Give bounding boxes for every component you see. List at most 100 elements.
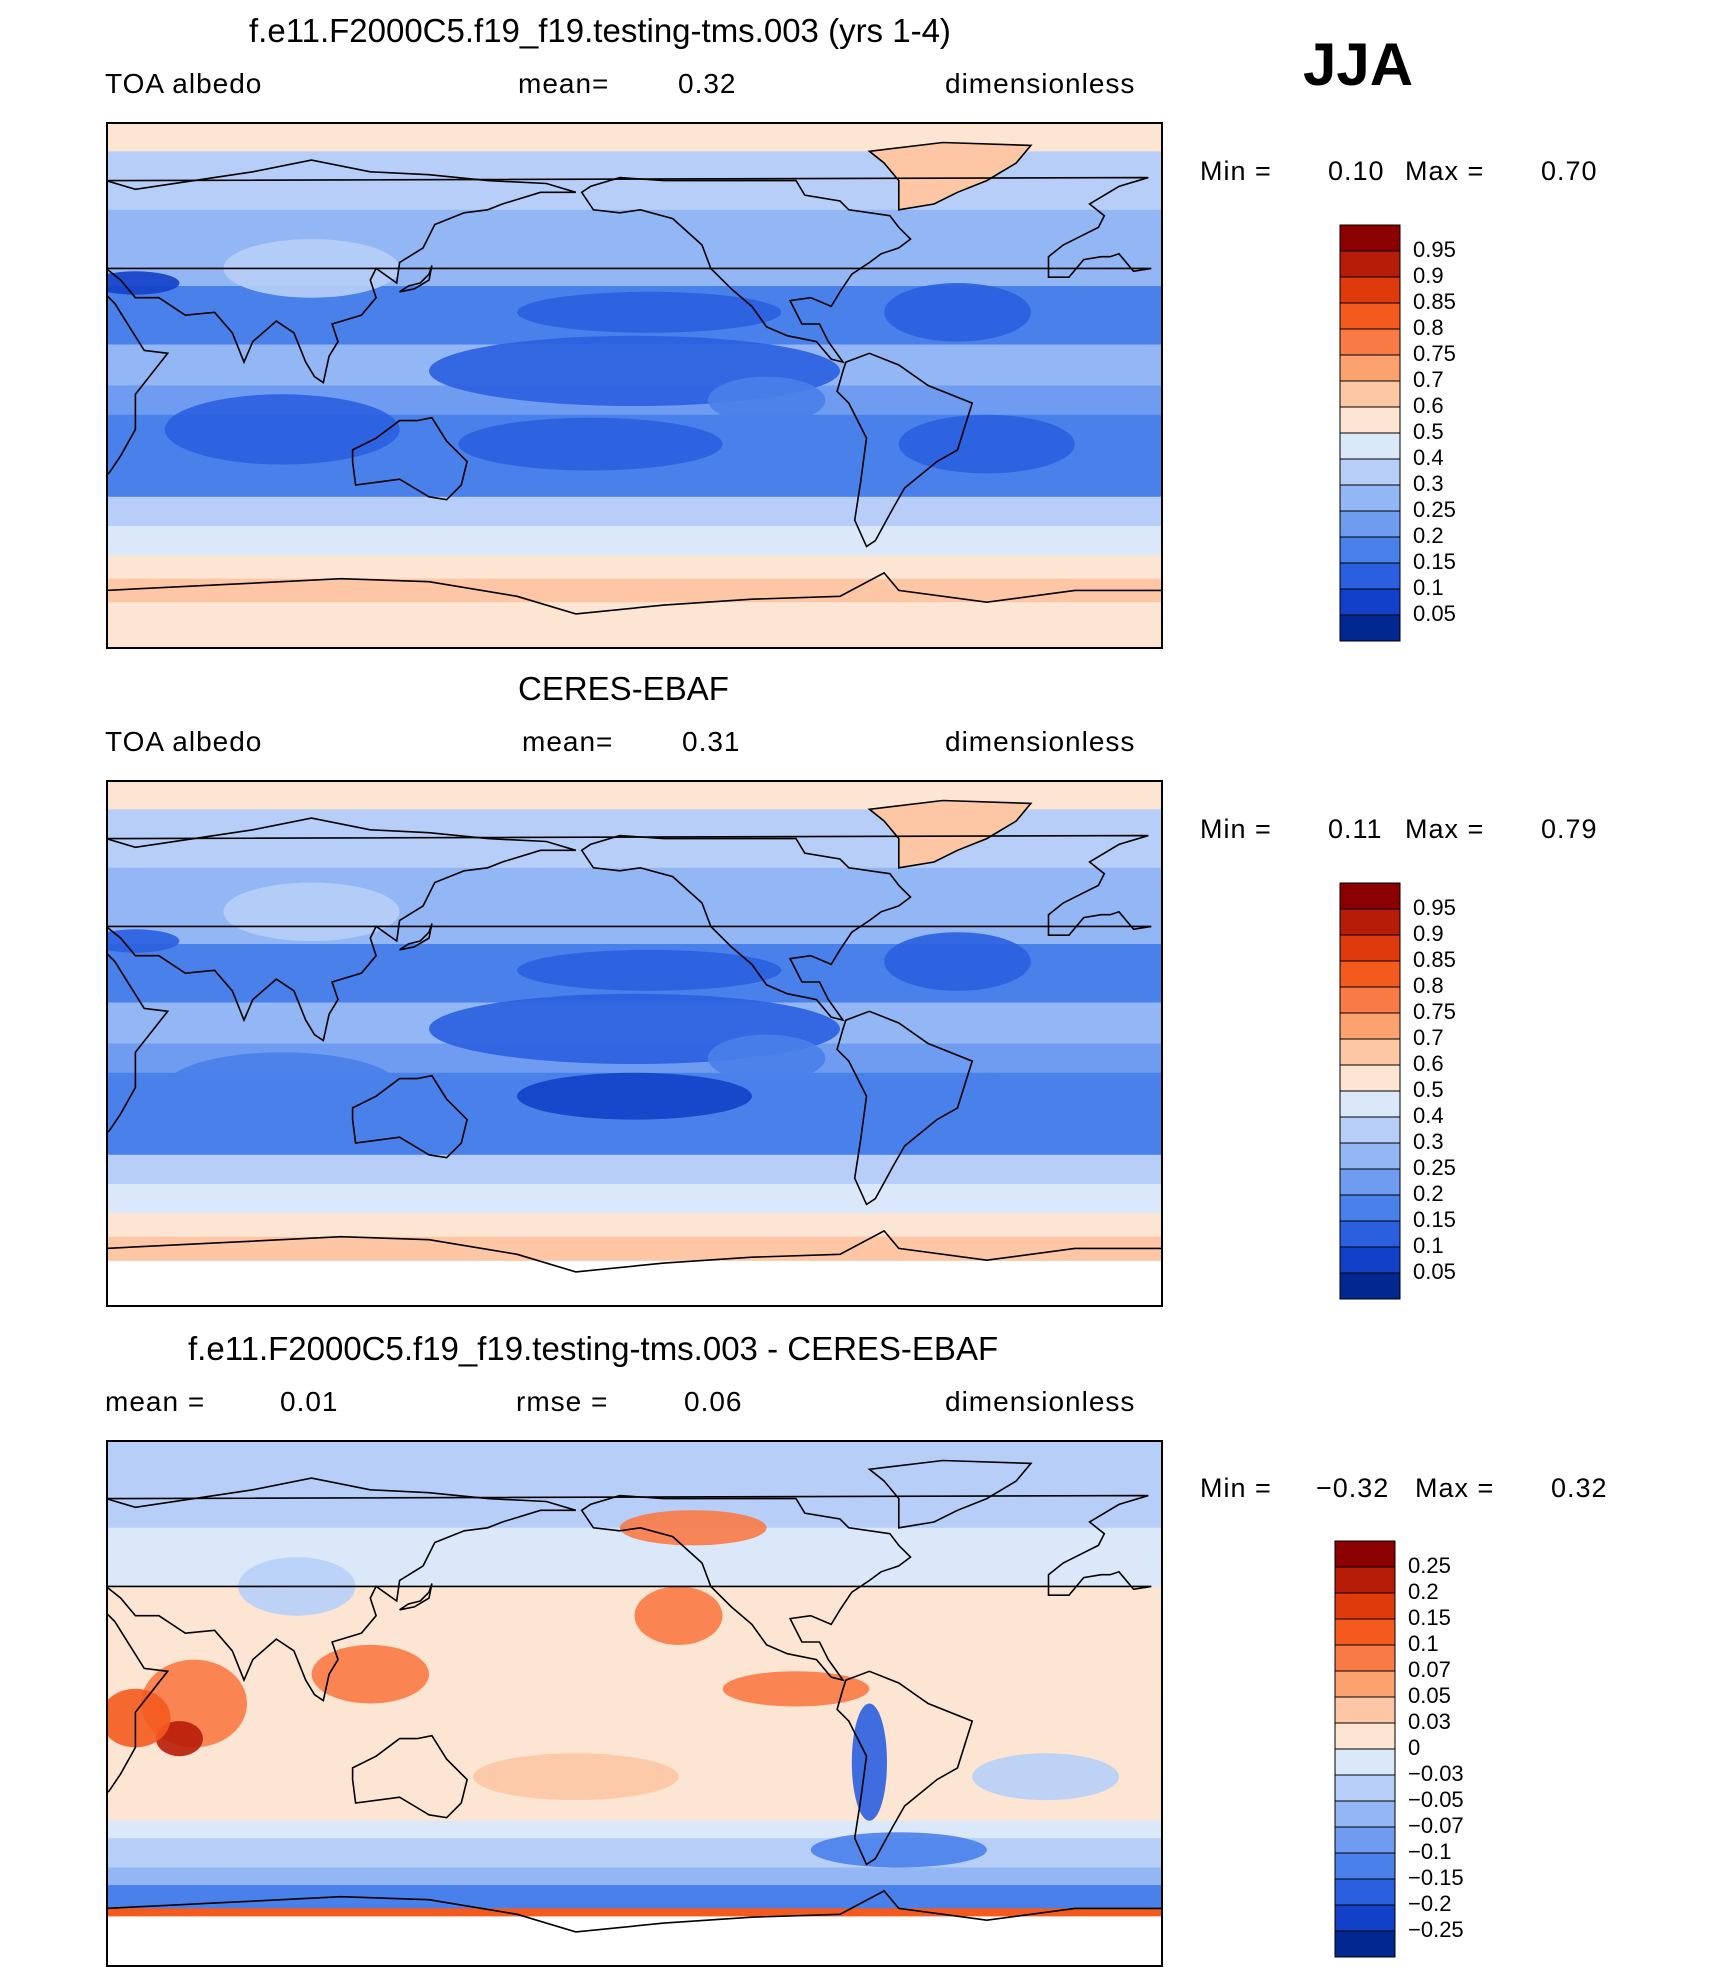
contour-band	[106, 215, 1163, 223]
colorbar-swatch	[1334, 1696, 1396, 1724]
colorbar-swatch	[1339, 484, 1401, 512]
contour-band	[106, 780, 1163, 787]
contour-band	[106, 1609, 1163, 1617]
contour-band	[106, 1844, 1163, 1851]
contour-band	[106, 1481, 1163, 1488]
colorbar-tick-label: −0.03	[1408, 1761, 1464, 1786]
colorbar-tick-label: 0.7	[1413, 1025, 1444, 1050]
coastline	[867, 141, 1033, 211]
colorbar-tick-label: 0.15	[1413, 1207, 1456, 1232]
colorbar-tick-label: −0.15	[1408, 1865, 1464, 1890]
contour-band	[106, 1890, 1163, 1898]
contour-band	[106, 1463, 1163, 1470]
colorbar-swatch	[1339, 934, 1401, 962]
mean-label: mean=	[522, 726, 614, 757]
contour-band	[106, 1867, 1163, 1874]
contour-band	[106, 1656, 1163, 1664]
colorbar-swatch	[1339, 406, 1401, 434]
contour-band	[106, 1189, 1163, 1197]
colorbar-swatch	[1339, 1116, 1401, 1144]
contour-band	[106, 643, 1163, 649]
colorbar-swatch	[1334, 1644, 1396, 1672]
colorbar-swatch	[1339, 1038, 1401, 1066]
map-frame	[106, 780, 1163, 1307]
contour-band	[106, 414, 1163, 422]
contour-band	[106, 127, 1163, 135]
contour-band	[106, 1510, 1163, 1517]
colorbar-swatch	[1334, 1566, 1396, 1594]
min-value: 0.10	[1328, 156, 1385, 186]
contour-band	[106, 280, 1163, 287]
colorbar-tick-label: 0.25	[1413, 497, 1456, 522]
contour-band	[106, 133, 1163, 141]
units-label: dimensionless	[945, 68, 1136, 99]
panel-title: CERES-EBAF	[518, 670, 729, 707]
contour-band	[106, 1873, 1163, 1880]
contour-band	[106, 508, 1163, 515]
colorbar-swatch	[1339, 1220, 1401, 1248]
colorbar-tick-label: 0.8	[1413, 315, 1444, 340]
contour-region	[517, 291, 782, 333]
contour-band	[106, 885, 1163, 892]
colorbar-tick-label: 0.6	[1413, 1051, 1444, 1076]
colorbar-swatch	[1339, 986, 1401, 1014]
contour-region	[106, 1688, 171, 1748]
coastline	[351, 1074, 468, 1159]
contour-band	[106, 192, 1163, 199]
colorbar-swatch	[1339, 224, 1401, 252]
contour-band	[106, 785, 1163, 793]
contour-band	[106, 502, 1163, 510]
coastline	[106, 1611, 170, 1794]
colorbar-swatch	[1334, 1930, 1396, 1958]
contour-band	[106, 1598, 1163, 1605]
colorbar-swatch	[1339, 1194, 1401, 1222]
colorbar-tick-label: 0.85	[1413, 947, 1456, 972]
units-label: dimensionless	[945, 726, 1136, 757]
contour-band	[106, 549, 1163, 556]
coastline	[106, 951, 170, 1134]
contour-band	[106, 1592, 1163, 1599]
colorbar-tick-label: 0.07	[1408, 1657, 1451, 1682]
min-label: Min =	[1200, 1473, 1272, 1503]
min-value: 0.11	[1328, 814, 1383, 844]
contour-band	[106, 1797, 1163, 1804]
contour-band	[106, 1219, 1163, 1226]
contour-region	[722, 1671, 870, 1707]
colorbar-swatch	[1334, 1800, 1396, 1828]
contour-band	[106, 233, 1163, 240]
contour-band	[106, 1475, 1163, 1482]
contour-band	[106, 1644, 1163, 1652]
coastline	[106, 1477, 577, 1702]
contour-region	[898, 1072, 1075, 1132]
mean-value: 0.01	[280, 1386, 339, 1417]
contour-band	[106, 151, 1163, 158]
min-label: Min =	[1200, 156, 1272, 186]
colorbar-tick-label: 0.3	[1413, 471, 1444, 496]
contour-region	[634, 1586, 723, 1645]
colorbar-tick-label: 0.05	[1408, 1683, 1451, 1708]
contour-band	[106, 1207, 1163, 1214]
max-value: 0.70	[1541, 156, 1598, 186]
contour-band	[106, 227, 1163, 234]
contour-band	[106, 1750, 1163, 1757]
contour-band	[106, 584, 1163, 592]
contour-band	[106, 1201, 1163, 1209]
colorbar-swatch	[1334, 1774, 1396, 1802]
panel-title: f.e11.F2000C5.f19_f19.testing-tms.003 - …	[188, 1330, 999, 1367]
contour-band	[106, 1814, 1163, 1822]
contour-band	[106, 1715, 1163, 1722]
coastline	[106, 1889, 1163, 1967]
colorbar-tick-label: 0.3	[1413, 1129, 1444, 1154]
coastline	[106, 1229, 1163, 1307]
coastline	[106, 176, 1152, 278]
colorbar-tick-label: 0.2	[1413, 1181, 1444, 1206]
contour-band	[106, 1451, 1163, 1459]
contour-band	[106, 1061, 1163, 1068]
colorbar-swatch	[1339, 562, 1401, 590]
colorbar-tick-label: 0.15	[1413, 549, 1456, 574]
contour-region	[164, 394, 400, 465]
contour-band	[106, 1568, 1163, 1576]
colorbar-swatch	[1339, 328, 1401, 356]
colorbar-swatch	[1334, 1540, 1396, 1568]
colorbar-swatch	[1339, 354, 1401, 382]
